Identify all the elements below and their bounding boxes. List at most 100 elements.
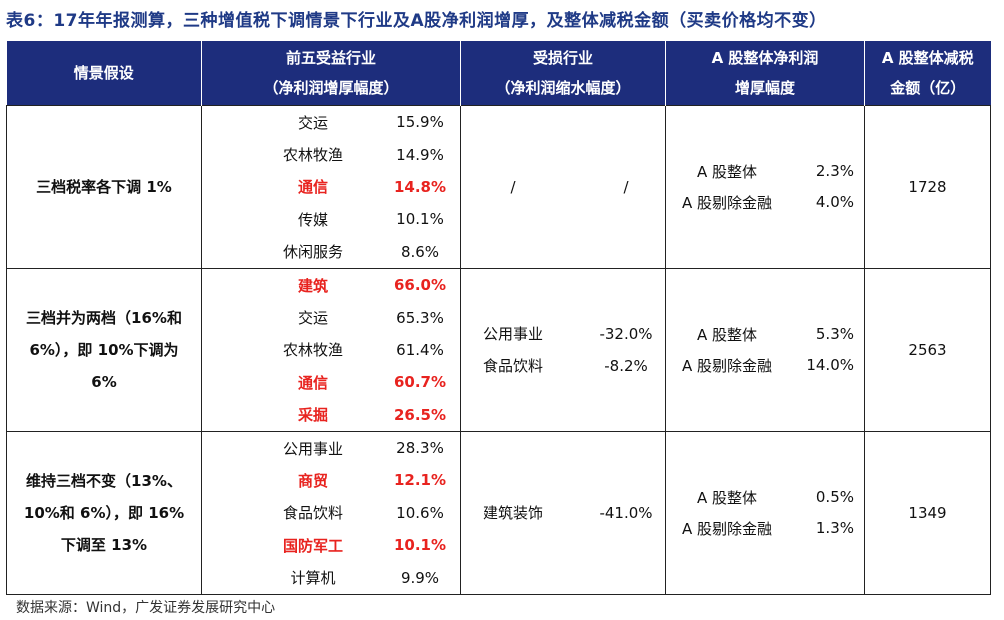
industry-item: 传媒 10.1% — [202, 203, 460, 235]
industry-item: 公用事业 28.3% — [202, 432, 460, 464]
industry-name: 农林牧渔 — [282, 341, 343, 360]
ashare-label: A 股剔除金融 — [681, 356, 773, 375]
industry-item: 交运 15.9% — [202, 106, 460, 138]
ashare-cell: A 股整体 5.3% A 股剔除金融 14.0% — [665, 267, 865, 432]
industry-item: 交运 65.3% — [202, 301, 460, 333]
loss-item: 建筑装饰 -41.0% — [461, 497, 665, 529]
ashare-label: A 股剔除金融 — [681, 519, 773, 538]
scenario-line: 6%），即 10%下调为 — [29, 340, 179, 359]
industry-value: 14.9% — [396, 145, 444, 164]
industry-value: 60.7% — [393, 373, 447, 392]
industry-name: 交运 — [297, 309, 328, 328]
industry-name: 通信 — [297, 178, 328, 197]
table-row: 三档税率各下调 1% 交运 15.9% 农林牧渔 14.9% 通信 14.8% 传媒 10.1%… — [6, 105, 991, 269]
tax-amount-cell: 2563 — [864, 267, 991, 432]
loss-industry-name: 食品饮料 — [482, 357, 543, 376]
industry-value: 10.1% — [396, 210, 444, 229]
industry-name: 农林牧渔 — [282, 146, 343, 165]
ashare-value: 14.0% — [806, 356, 854, 375]
ashare-item: A 股剔除金融 1.3% — [666, 513, 864, 544]
loss-item: / / — [461, 171, 665, 203]
tax-amount-cell: 1728 — [864, 105, 991, 269]
industry-name: 采掘 — [297, 406, 328, 425]
loss-item: 公用事业 -32.0% — [461, 318, 665, 350]
ashare-item: A 股整体 0.5% — [666, 482, 864, 513]
ashare-value: 2.3% — [815, 162, 854, 181]
industry-name: 通信 — [297, 373, 328, 392]
ashare-cell: A 股整体 0.5% A 股剔除金融 1.3% — [665, 430, 865, 595]
industry-value: 10.6% — [396, 503, 444, 522]
header-tax: A 股整体减税 金额（亿） — [864, 41, 991, 106]
ashare-label: A 股整体 — [696, 488, 758, 507]
loss-cell: 建筑装饰 -41.0% — [460, 430, 666, 595]
industry-name: 建筑 — [297, 276, 328, 295]
industry-value: 12.1% — [393, 471, 447, 490]
industry-item: 国防军工 10.1% — [202, 529, 460, 561]
ashare-label: A 股整体 — [696, 325, 758, 344]
industry-value: 15.9% — [396, 113, 444, 132]
industry-value: 10.1% — [393, 536, 447, 555]
industry-value: 26.5% — [393, 405, 447, 424]
scenario-line: 下调至 13% — [60, 535, 148, 554]
loss-cell: / / — [460, 105, 666, 269]
industry-value: 28.3% — [396, 439, 444, 458]
industry-value: 14.8% — [393, 177, 447, 196]
ashare-value: 0.5% — [815, 488, 854, 507]
industry-item: 食品饮料 10.6% — [202, 497, 460, 529]
header-top5: 前五受益行业 （净利润增厚幅度） — [201, 41, 461, 106]
industry-name: 食品饮料 — [282, 504, 343, 523]
industry-value: 8.6% — [400, 242, 440, 261]
ashare-value: 5.3% — [815, 325, 854, 344]
table-title: 表6：17年年报测算，三种增值税下调情景下行业及A股净利润增厚，及整体减税金额（… — [6, 11, 827, 31]
loss-cell: 公用事业 -32.0% 食品饮料 -8.2% — [460, 267, 666, 432]
industry-value: 65.3% — [396, 308, 444, 327]
table-row: 三档并为两档（16%和 6%），即 10%下调为 6% 建筑 66.0% 交运 65.3% 农… — [6, 267, 991, 432]
scenario-cell: 三档并为两档（16%和 6%），即 10%下调为 6% — [6, 267, 202, 432]
industry-item: 通信 14.8% — [202, 171, 460, 203]
ashare-item: A 股剔除金融 4.0% — [666, 187, 864, 218]
header-ashare: A 股整体净利润 增厚幅度 — [665, 41, 865, 106]
ashare-item: A 股整体 2.3% — [666, 156, 864, 187]
top5-cell: 交运 15.9% 农林牧渔 14.9% 通信 14.8% 传媒 10.1% 休闲服务 8.6% — [201, 105, 461, 269]
loss-industry-value: -32.0% — [599, 324, 653, 343]
industry-item: 休闲服务 8.6% — [202, 236, 460, 268]
scenario-cell: 维持三档不变（13%、 10%和 6%），即 16% 下调至 13% — [6, 430, 202, 595]
tax-scenario-table: 情景假设 前五受益行业 （净利润增厚幅度） 受损行业 （净利润缩水幅度） A 股整体… — [6, 41, 991, 595]
industry-name: 传媒 — [297, 210, 328, 229]
industry-name: 商贸 — [297, 471, 328, 490]
industry-name: 公用事业 — [282, 439, 343, 458]
header-loss: 受损行业 （净利润缩水幅度） — [460, 41, 666, 106]
scenario-line: 10%和 6%），即 16% — [23, 503, 185, 522]
ashare-cell: A 股整体 2.3% A 股剔除金融 4.0% — [665, 105, 865, 269]
top5-cell: 建筑 66.0% 交运 65.3% 农林牧渔 61.4% 通信 60.7% 采掘 26.5% — [201, 267, 461, 432]
ashare-item: A 股整体 5.3% — [666, 319, 864, 350]
industry-item: 计算机 9.9% — [202, 561, 460, 593]
ashare-value: 1.3% — [815, 519, 854, 538]
loss-industry-value: -41.0% — [599, 503, 653, 522]
industry-name: 国防军工 — [282, 536, 343, 555]
industry-item: 建筑 66.0% — [202, 269, 460, 301]
industry-value: 66.0% — [393, 276, 447, 295]
table-row: 维持三档不变（13%、 10%和 6%），即 16% 下调至 13% 公用事业 28.3… — [6, 430, 991, 595]
scenario-line: 6% — [91, 372, 117, 391]
loss-item: 食品饮料 -8.2% — [461, 350, 665, 382]
industry-name: 交运 — [297, 113, 328, 132]
industry-value: 9.9% — [400, 568, 440, 587]
data-source: 数据来源：Wind，广发证券发展研究中心 — [16, 600, 276, 616]
industry-item: 通信 60.7% — [202, 366, 460, 398]
loss-industry-name: 建筑装饰 — [482, 504, 543, 523]
industry-item: 采掘 26.5% — [202, 399, 460, 431]
industry-item: 农林牧渔 14.9% — [202, 138, 460, 170]
ashare-label: A 股剔除金融 — [681, 193, 773, 212]
scenario-line: 三档并为两档（16%和 — [26, 308, 182, 327]
loss-industry-name: / — [510, 177, 516, 196]
tax-amount-cell: 1349 — [864, 430, 991, 595]
ashare-value: 4.0% — [815, 193, 854, 212]
loss-industry-value: -8.2% — [604, 356, 648, 375]
loss-industry-value: / — [623, 177, 629, 196]
scenario-cell: 三档税率各下调 1% — [6, 105, 202, 269]
industry-name: 计算机 — [290, 569, 336, 588]
header-scenario: 情景假设 — [6, 41, 202, 106]
header-row: 情景假设 前五受益行业 （净利润增厚幅度） 受损行业 （净利润缩水幅度） A 股整体… — [6, 41, 991, 106]
scenario-line: 三档税率各下调 1% — [36, 177, 172, 196]
